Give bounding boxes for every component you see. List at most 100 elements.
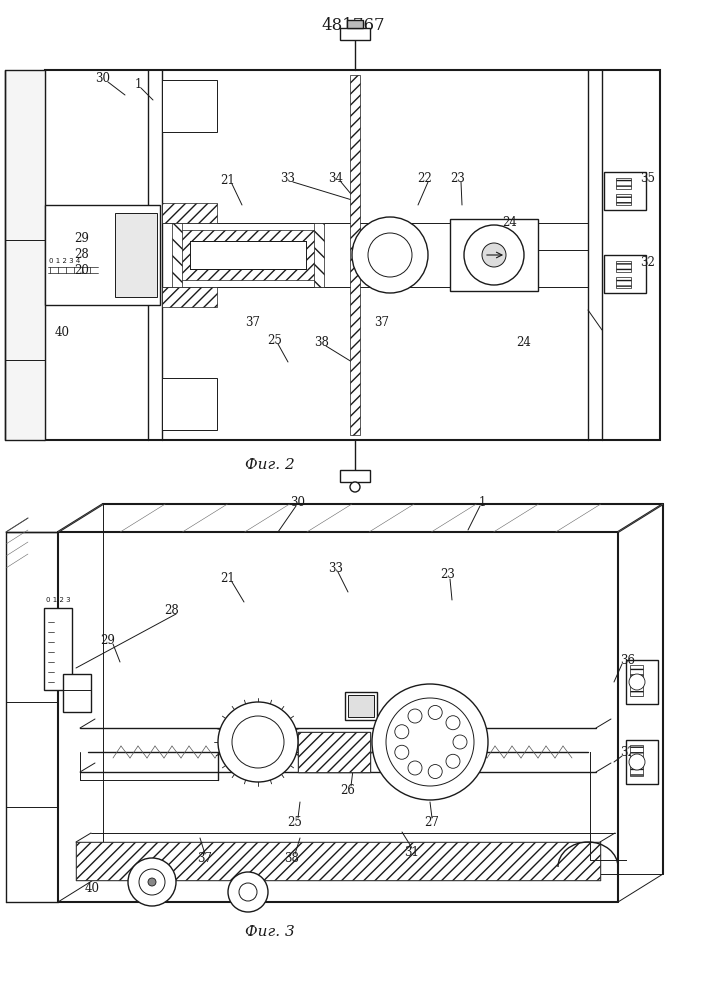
Circle shape	[372, 684, 488, 800]
Text: 30: 30	[95, 72, 110, 85]
Text: 25: 25	[267, 334, 282, 347]
Circle shape	[139, 869, 165, 895]
Text: 1: 1	[479, 495, 486, 508]
Bar	[314, 223, 324, 287]
Text: 29: 29	[74, 232, 90, 244]
Text: 20: 20	[74, 263, 90, 276]
Text: Фиг. 2: Фиг. 2	[245, 458, 295, 472]
Text: 1: 1	[134, 78, 141, 91]
Text: 481767: 481767	[321, 16, 385, 33]
Circle shape	[148, 878, 156, 886]
Text: 28: 28	[75, 247, 89, 260]
Text: 26: 26	[341, 784, 356, 796]
Bar	[162, 80, 217, 132]
Bar	[44, 608, 72, 690]
Circle shape	[395, 725, 409, 739]
Bar	[616, 194, 631, 205]
Text: 40: 40	[54, 326, 69, 338]
Text: 37: 37	[245, 316, 260, 328]
Bar	[340, 470, 370, 482]
Bar	[450, 219, 538, 291]
Circle shape	[629, 674, 645, 690]
Text: 23: 23	[440, 568, 455, 582]
Text: 35: 35	[641, 172, 655, 184]
Text: 33: 33	[329, 562, 344, 574]
Bar	[347, 20, 363, 28]
Bar	[298, 732, 370, 772]
Bar	[616, 261, 631, 272]
Text: 37: 37	[197, 852, 213, 864]
Text: 24: 24	[517, 336, 532, 349]
Bar	[172, 223, 182, 287]
Bar	[626, 740, 658, 784]
Bar	[630, 745, 643, 757]
Text: 24: 24	[503, 216, 518, 229]
Circle shape	[464, 225, 524, 285]
Text: 0 1 2 3 4: 0 1 2 3 4	[49, 258, 81, 264]
Circle shape	[446, 716, 460, 730]
Bar	[616, 178, 631, 189]
Circle shape	[428, 705, 442, 719]
Text: 21: 21	[221, 572, 235, 584]
Bar	[76, 842, 600, 880]
Text: 37: 37	[375, 316, 390, 328]
Bar	[604, 172, 646, 210]
Circle shape	[408, 709, 422, 723]
Text: 32: 32	[641, 255, 655, 268]
Circle shape	[232, 716, 284, 768]
Bar	[298, 732, 370, 772]
Text: Фиг. 3: Фиг. 3	[245, 925, 295, 939]
Circle shape	[368, 233, 412, 277]
Text: 27: 27	[425, 816, 440, 828]
Bar	[604, 255, 646, 293]
Bar	[626, 660, 658, 704]
Text: 38: 38	[315, 336, 329, 349]
Bar	[45, 70, 660, 440]
Bar	[630, 764, 643, 776]
Text: 31: 31	[404, 846, 419, 858]
Text: 22: 22	[418, 172, 433, 184]
Circle shape	[218, 702, 298, 782]
Bar	[178, 230, 318, 280]
Text: 32: 32	[621, 746, 636, 758]
Bar	[162, 378, 217, 430]
Bar	[616, 277, 631, 288]
Circle shape	[239, 883, 257, 901]
Bar	[45, 205, 160, 305]
Text: 36: 36	[621, 654, 636, 666]
Text: 33: 33	[281, 172, 296, 184]
Circle shape	[350, 482, 360, 492]
Text: 30: 30	[291, 495, 305, 508]
Bar	[63, 674, 91, 712]
Circle shape	[408, 761, 422, 775]
Text: 0 1 2 3: 0 1 2 3	[46, 597, 71, 603]
Bar	[162, 287, 217, 307]
Bar	[340, 28, 370, 40]
Text: 23: 23	[450, 172, 465, 184]
Bar	[5, 70, 45, 440]
Text: 28: 28	[165, 603, 180, 616]
Circle shape	[128, 858, 176, 906]
Bar	[162, 203, 217, 223]
Text: 34: 34	[329, 172, 344, 184]
Bar	[630, 684, 643, 696]
Bar	[345, 692, 377, 720]
Text: 40: 40	[85, 882, 100, 894]
Text: 38: 38	[284, 852, 300, 864]
Circle shape	[428, 765, 442, 779]
Text: 21: 21	[221, 174, 235, 186]
Bar	[630, 665, 643, 677]
Circle shape	[482, 243, 506, 267]
Circle shape	[228, 872, 268, 912]
Circle shape	[352, 217, 428, 293]
Circle shape	[446, 754, 460, 768]
Bar	[350, 75, 360, 435]
Circle shape	[453, 735, 467, 749]
Text: 29: 29	[100, 634, 115, 647]
Circle shape	[629, 754, 645, 770]
Bar	[190, 241, 306, 269]
Circle shape	[386, 698, 474, 786]
Bar	[348, 695, 374, 717]
Text: 25: 25	[288, 816, 303, 828]
Circle shape	[395, 745, 409, 759]
